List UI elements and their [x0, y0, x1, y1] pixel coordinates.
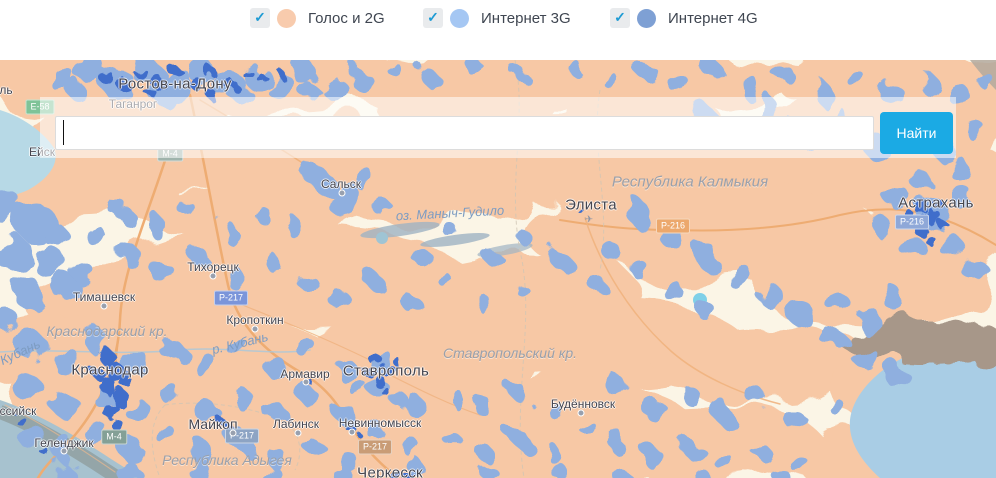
city-label: Астрахань: [898, 194, 974, 212]
city-marker: [577, 409, 585, 417]
city-marker: [338, 189, 346, 197]
city-marker: [100, 302, 108, 310]
legend-label: Голос и 2G: [308, 9, 385, 27]
city-marker: [294, 429, 302, 437]
road-badge: Р-217: [357, 439, 393, 455]
city-label: Майкоп: [188, 416, 238, 432]
legend-item-voice-2g: ✓ Голос и 2G: [250, 7, 385, 29]
water-label: р. Кубань: [210, 328, 270, 358]
checkbox-voice-2g[interactable]: ✓: [250, 8, 270, 28]
city-label: Тихорецк: [187, 260, 239, 274]
legend-bar: ✓ Голос и 2G ✓ Интернет 3G ✓ Интернет 4G: [0, 0, 996, 60]
road-badge: Р-217: [213, 290, 249, 306]
legend-label: Интернет 3G: [481, 9, 571, 27]
region-label: Республика Калмыкия: [611, 173, 769, 191]
checkmark-icon: ✓: [254, 9, 266, 25]
city-label: Ставрополь: [342, 362, 430, 380]
city-label: Черкесск: [357, 464, 423, 478]
search-panel: Найти: [40, 97, 956, 158]
legend-item-internet-3g: ✓ Интернет 3G: [423, 7, 571, 29]
legend-label: Интернет 4G: [668, 9, 758, 27]
coverage-4g-swatch: [637, 8, 656, 28]
search-input[interactable]: [55, 116, 874, 150]
coverage-map[interactable]: Ростов-на-ДонуТаганрогЕйскльСальскоз. Ма…: [0, 60, 996, 478]
region-label: Ставропольский кр.: [442, 345, 578, 361]
checkbox-internet-4g[interactable]: ✓: [610, 8, 630, 28]
checkbox-internet-3g[interactable]: ✓: [423, 8, 443, 28]
city-marker: [348, 428, 356, 436]
city-marker: [302, 378, 310, 386]
region-label: Краснодарский кр.: [46, 323, 168, 339]
city-label: Тимашевск: [72, 290, 136, 304]
city-label: Элиста: [565, 196, 617, 214]
search-button[interactable]: Найти: [880, 112, 953, 154]
coverage-3g-swatch: [450, 8, 469, 28]
city-label: Ростов-на-Дону: [118, 75, 232, 93]
city-marker: [209, 272, 217, 280]
city-marker: [60, 447, 68, 455]
city-label: Невинномысск: [338, 416, 422, 430]
city-marker: [251, 325, 259, 333]
road-badge: М-4: [101, 429, 127, 445]
checkmark-icon: ✓: [427, 9, 439, 25]
region-label: Республика Адыгея: [162, 452, 292, 468]
map-labels-layer: Ростов-на-ДонуТаганрогЕйскльСальскоз. Ма…: [0, 60, 996, 478]
partial-city-label: ссийск: [0, 404, 37, 418]
city-label: Будённовск: [550, 397, 616, 411]
city-label: Лабинск: [272, 417, 320, 431]
checkmark-icon: ✓: [614, 9, 626, 25]
city-label: Армавир: [280, 367, 330, 381]
road-badge: Р-216: [655, 218, 691, 234]
water-label: оз. Маныч-Гудило: [395, 202, 505, 224]
road-badge: Р-216: [894, 214, 930, 230]
city-label: Сальск: [321, 177, 361, 191]
water-label: Кубань: [0, 336, 43, 368]
city-marker: [229, 429, 237, 437]
city-label: Геленджик: [34, 436, 94, 450]
text-caret: [63, 120, 64, 145]
legend-item-internet-4g: ✓ Интернет 4G: [610, 7, 758, 29]
coverage-2g-swatch: [277, 8, 296, 28]
airport-icon: ✈: [584, 214, 594, 226]
city-label: Кропоткин: [226, 313, 284, 327]
city-label: Краснодар: [71, 361, 149, 379]
partial-city-label: ль: [0, 83, 13, 97]
